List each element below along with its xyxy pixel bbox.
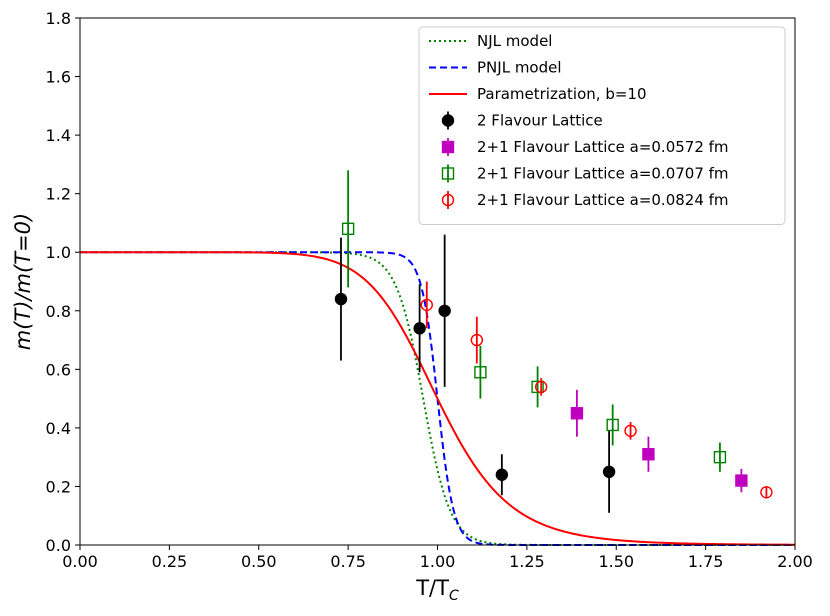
y-tick-label: 0.2 — [46, 477, 71, 496]
legend-box — [418, 26, 786, 225]
data-point — [413, 322, 426, 335]
legend-label: PNJL model — [477, 59, 562, 77]
data-point — [602, 465, 616, 479]
legend: NJL model PNJL model Parametrization, b=10… — [418, 26, 786, 225]
data-point — [760, 486, 773, 499]
x-tick-label: 1.25 — [509, 552, 545, 571]
x-tick-label: 2.00 — [777, 552, 813, 571]
data-point — [470, 333, 484, 347]
y-tick-label: 0.4 — [46, 419, 71, 438]
data-markers — [334, 222, 773, 499]
x-tick-label: 1.00 — [420, 552, 456, 571]
legend-label: 2+1 Flavour Lattice a=0.0707 fm — [477, 165, 729, 183]
x-tick-label: 0.00 — [62, 552, 98, 571]
x-tick-label: 0.25 — [152, 552, 188, 571]
data-point — [495, 468, 509, 481]
y-tick-label: 0.0 — [46, 536, 71, 555]
legend-marker-swatch — [441, 167, 455, 180]
data-point — [531, 380, 544, 394]
y-axis-ticks: 0.0 0.2 0.4 0.6 0.8 1.0 1.2 1.4 1.6 1.8 — [46, 9, 80, 555]
data-point — [474, 366, 487, 379]
y-tick-label: 1.6 — [46, 68, 71, 87]
legend-label: 2+1 Flavour Lattice a=0.0824 fm — [477, 191, 729, 209]
x-axis-title: T/TC — [415, 576, 459, 604]
y-tick-label: 1.0 — [46, 243, 71, 262]
data-point — [624, 424, 637, 438]
legend-label: 2+1 Flavour Lattice a=0.0572 fm — [477, 138, 729, 156]
y-tick-label: 0.8 — [46, 302, 71, 321]
data-point — [334, 292, 348, 306]
x-tick-label: 0.50 — [241, 552, 277, 571]
x-axis-title-main: T/T — [415, 576, 449, 600]
model-curves — [80, 251, 795, 546]
data-point — [420, 298, 433, 312]
legend-marker-swatch — [441, 193, 455, 207]
data-point — [735, 474, 748, 487]
data-point — [642, 448, 655, 461]
legend-label: Parametrization, b=10 — [477, 85, 647, 103]
x-tick-label: 0.75 — [330, 552, 366, 571]
data-point — [438, 304, 451, 317]
data-point — [534, 380, 548, 394]
legend-marker-swatch — [441, 114, 455, 127]
legend-label: NJL model — [477, 32, 552, 50]
legend-label: 2 Flavour Lattice — [477, 112, 603, 130]
legend-marker-swatch — [441, 140, 455, 154]
data-point — [713, 450, 727, 464]
y-tick-label: 0.6 — [46, 360, 71, 379]
data-point — [606, 418, 619, 432]
curve-line — [80, 251, 795, 546]
x-axis-title-subscript: C — [449, 588, 459, 604]
data-point — [341, 222, 355, 236]
y-tick-label: 1.8 — [46, 9, 71, 28]
y-tick-label: 1.4 — [46, 126, 71, 145]
y-tick-label: 1.2 — [46, 185, 71, 204]
x-axis-ticks: 0.00 0.25 0.50 0.75 1.00 1.25 1.50 1.75 2.00 — [62, 545, 813, 571]
x-tick-label: 1.75 — [688, 552, 724, 571]
data-point — [570, 407, 584, 420]
y-axis-title: m(T)/m(T=0) — [11, 213, 35, 350]
x-tick-label: 1.50 — [598, 552, 634, 571]
